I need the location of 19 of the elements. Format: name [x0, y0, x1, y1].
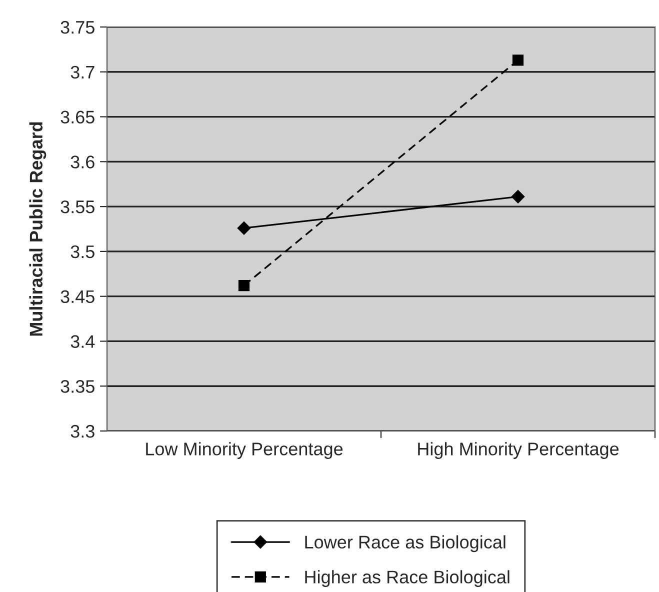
point	[512, 54, 524, 66]
point	[511, 190, 525, 204]
y-tick-label: 3.5	[70, 245, 94, 258]
legend-label: Higher as Race Biological	[305, 570, 510, 587]
y-tick-label: 3.4	[70, 335, 95, 348]
y-tick-label: 3.45	[60, 290, 94, 304]
y-tick-label: 3.3	[70, 424, 94, 438]
x-tick-label: High Minority Percentage	[418, 442, 619, 459]
y-tick-label: 3.7	[70, 66, 94, 79]
point	[238, 280, 250, 292]
y-tick-label: 3.65	[60, 110, 94, 124]
y-tick-label: 3.35	[60, 380, 94, 393]
y-axis-title: Multiracial Public Regard	[29, 122, 46, 336]
legend-label: Lower Race as Biological	[305, 535, 506, 552]
x-tick-label: Low Minority Percentage	[146, 442, 343, 459]
y-tick-label: 3.55	[60, 200, 94, 214]
y-tick-label: 3.75	[60, 20, 94, 34]
point	[237, 222, 251, 235]
y-tick-label: 3.6	[70, 156, 94, 168]
